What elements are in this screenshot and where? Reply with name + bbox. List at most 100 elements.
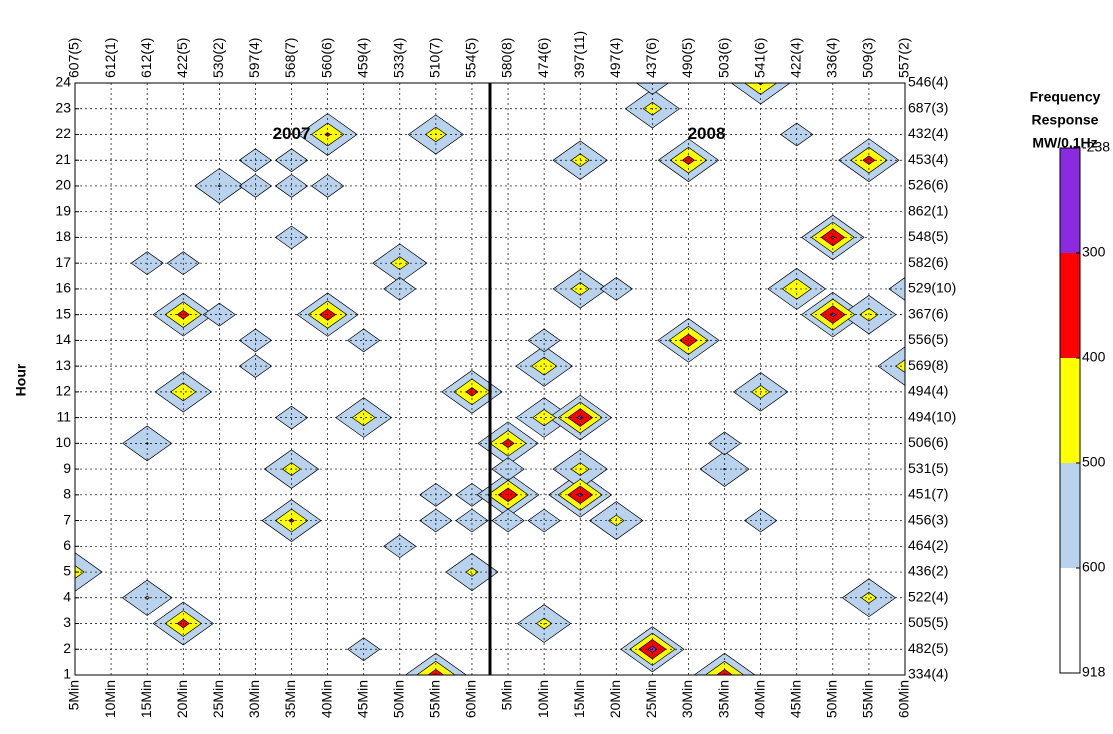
colorbar-title: Response xyxy=(1032,112,1099,128)
x-tick-label: 20Min xyxy=(174,680,190,718)
top-label: 533(4) xyxy=(390,38,406,78)
contour-region xyxy=(310,174,345,198)
y-tick-label: 7 xyxy=(63,511,71,527)
right-label: 687(3) xyxy=(908,99,948,115)
contour-region xyxy=(862,155,876,165)
right-label: 569(8) xyxy=(908,357,948,373)
contour-region xyxy=(830,235,836,240)
contour-region xyxy=(75,552,103,592)
x-tick-label: 50Min xyxy=(824,680,840,718)
x-tick-label: 20Min xyxy=(607,680,623,718)
contour-region xyxy=(491,508,525,533)
y-tick-label: 18 xyxy=(55,228,71,244)
y-tick-label: 22 xyxy=(55,125,71,141)
colorbar-label: 600 xyxy=(1082,559,1106,575)
x-tick-label: 50Min xyxy=(390,680,406,718)
top-label: 612(1) xyxy=(102,38,118,78)
y-tick-label: 17 xyxy=(55,254,71,270)
x-tick-label: 55Min xyxy=(860,680,876,718)
x-tick-label: 40Min xyxy=(751,680,767,718)
top-label: 336(4) xyxy=(824,38,840,78)
contour-region xyxy=(347,328,381,353)
top-label: 503(6) xyxy=(715,38,731,78)
contour-region xyxy=(679,333,698,348)
y-axis-label: Hour xyxy=(13,363,29,396)
contour-region xyxy=(427,668,445,675)
x-tick-label: 25Min xyxy=(210,680,226,718)
colorbar-label: -238 xyxy=(1082,139,1110,155)
contour-region xyxy=(681,155,696,165)
colorbar-band xyxy=(1060,148,1080,253)
x-tick-label: 5Min xyxy=(499,680,515,710)
colorbar-label: 400 xyxy=(1082,349,1106,365)
x-tick-label: 15Min xyxy=(138,680,154,718)
right-label: 456(3) xyxy=(908,511,948,527)
colorbar-band xyxy=(1060,358,1080,463)
x-tick-label: 45Min xyxy=(787,680,803,718)
y-tick-label: 4 xyxy=(63,588,71,604)
right-label: 334(4) xyxy=(908,666,948,682)
x-tick-label: 55Min xyxy=(427,680,443,718)
y-tick-label: 24 xyxy=(55,74,71,90)
y-tick-label: 9 xyxy=(63,460,71,476)
y-tick-label: 3 xyxy=(63,614,71,630)
right-label: 482(5) xyxy=(908,640,948,656)
top-label: 422(5) xyxy=(174,38,190,78)
colorbar-band xyxy=(1060,568,1080,673)
x-tick-label: 10Min xyxy=(535,680,551,718)
top-label: 541(6) xyxy=(751,38,767,78)
y-tick-label: 5 xyxy=(63,563,71,579)
contour-region xyxy=(75,565,85,579)
top-label: 557(2) xyxy=(896,38,912,78)
y-tick-label: 8 xyxy=(63,486,71,502)
x-tick-label: 15Min xyxy=(571,680,587,718)
y-tick-label: 13 xyxy=(55,357,71,373)
y-tick-label: 2 xyxy=(63,640,71,656)
top-label: 437(6) xyxy=(643,38,659,78)
y-tick-label: 19 xyxy=(55,202,71,218)
colorbar-title: Frequency xyxy=(1030,89,1101,105)
right-label: 436(2) xyxy=(908,563,948,579)
y-tick-label: 16 xyxy=(55,280,71,296)
x-tick-label: 5Min xyxy=(66,680,82,710)
y-tick-label: 15 xyxy=(55,305,71,321)
year-annotation: 2007 xyxy=(273,124,311,143)
right-label: 432(4) xyxy=(908,125,948,141)
right-label: 556(5) xyxy=(908,331,948,347)
right-label: 526(6) xyxy=(908,177,948,193)
y-tick-label: 20 xyxy=(55,177,71,193)
colorbar-label: 500 xyxy=(1082,454,1106,470)
right-label: 531(5) xyxy=(908,460,948,476)
right-label: 548(5) xyxy=(908,228,948,244)
y-tick-label: 11 xyxy=(56,408,71,424)
year-annotation: 2008 xyxy=(688,124,726,143)
top-label: 597(4) xyxy=(246,38,262,78)
top-label: 474(6) xyxy=(535,38,551,78)
y-tick-label: 23 xyxy=(55,99,71,115)
colorbar-label: 918 xyxy=(1082,664,1106,680)
y-tick-label: 10 xyxy=(55,434,71,450)
right-label: 506(6) xyxy=(908,434,948,450)
right-label: 494(4) xyxy=(908,383,948,399)
contour-region xyxy=(716,668,734,675)
right-label: 529(10) xyxy=(908,280,956,296)
top-label: 497(4) xyxy=(607,38,623,78)
y-tick-label: 12 xyxy=(55,383,71,399)
right-label: 505(5) xyxy=(908,614,948,630)
top-label: 568(7) xyxy=(282,38,298,78)
top-label: 397(11) xyxy=(571,31,587,78)
right-label: 582(6) xyxy=(908,254,948,270)
x-tick-label: 35Min xyxy=(715,680,731,718)
right-label: 464(2) xyxy=(908,537,948,553)
y-tick-label: 14 xyxy=(55,331,71,347)
colorbar-label: 300 xyxy=(1082,244,1106,260)
right-label: 453(4) xyxy=(908,151,948,167)
colorbar-band xyxy=(1060,253,1080,358)
top-label: 422(4) xyxy=(787,38,803,78)
contour-region xyxy=(144,595,151,600)
right-label: 546(4) xyxy=(908,74,948,90)
top-label: 530(2) xyxy=(210,38,226,78)
top-label: 580(8) xyxy=(499,38,515,78)
y-tick-label: 1 xyxy=(63,666,71,682)
